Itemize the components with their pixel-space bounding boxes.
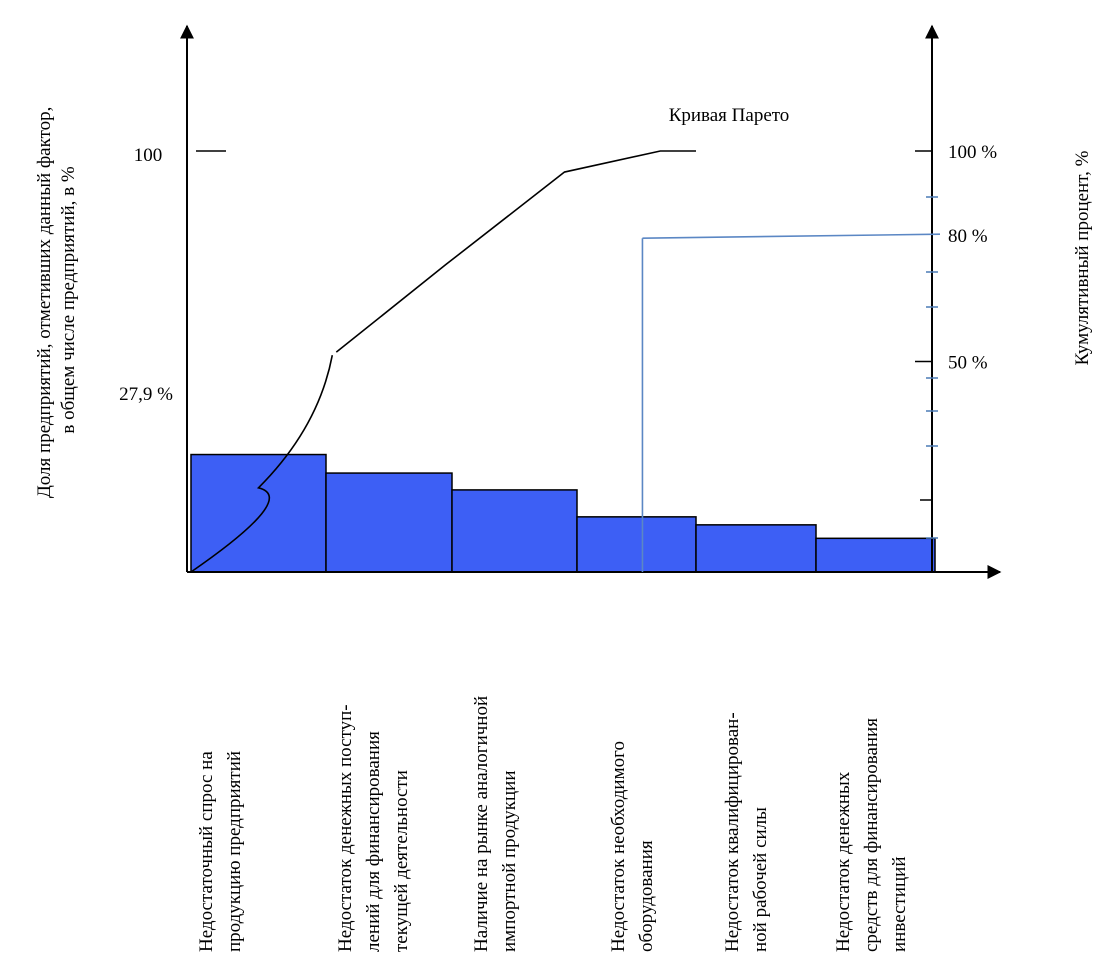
category-label-3-line-2: импортной продукции: [499, 770, 520, 952]
category-label-2: Недостаток денежных поступ-лений для фин…: [335, 704, 412, 952]
bar-5: [695, 524, 817, 573]
pareto-curve-label: Кривая Парето: [669, 105, 790, 126]
pareto-curve-lower: [190, 355, 334, 573]
left-axis-title-line-1: Доля предприятий, отметивших данный факт…: [34, 107, 55, 499]
category-label-4-line-2: оборудования: [636, 840, 657, 952]
category-label-1-line-1: Недостаточный спрос на: [196, 751, 217, 952]
left-tick-label-1: 100: [134, 145, 163, 166]
left-tick-label-2: 27,9 %: [119, 384, 173, 405]
category-labels-group: Недостаточный спрос на продукцию предприя…: [196, 696, 910, 952]
category-label-4: Недостаток необходимого оборудования: [608, 741, 657, 952]
threshold-horizontal-line: [642, 233, 941, 239]
category-label-5-line-1: Недостаток квалифицирован-: [722, 712, 743, 952]
category-label-2-line-2: лений для финансирования: [363, 731, 384, 952]
left-axis-title: Доля предприятий, отметивших данный факт…: [34, 102, 79, 498]
bar-3: [451, 489, 578, 573]
category-label-1-line-2: продукцию предприятий: [224, 751, 245, 952]
axis-ticks-group: [196, 150, 938, 539]
pareto-curve-upper: [335, 150, 696, 353]
left-axis-title-line-2: в общем числе предприятий, в %: [58, 166, 79, 433]
category-label-5-line-2: ной рабочей силы: [750, 807, 771, 952]
category-label-1: Недостаточный спрос на продукцию предприя…: [196, 751, 245, 952]
category-label-6-line-2: средств для финансирования: [861, 718, 882, 952]
bar-4: [576, 516, 697, 573]
category-label-3: Наличие на рынке аналогичной импортной пр…: [471, 696, 520, 952]
bar-2: [325, 472, 453, 573]
category-label-2-line-3: текущей деятельности: [391, 770, 412, 952]
category-label-6-line-1: Недостаток денежных: [833, 771, 854, 952]
right-tick-label-3: 50 %: [948, 353, 988, 374]
category-label-5: Недостаток квалифицирован-ной рабочей си…: [722, 712, 771, 952]
category-label-3-line-1: Наличие на рынке аналогичной: [471, 696, 492, 952]
threshold-guide: [641, 233, 941, 572]
tick-labels-group: 100 27,9 % 100 % 80 % 50 %: [119, 142, 997, 405]
bars-group: [190, 453, 936, 573]
category-label-6: Недостаток денежных средств для финансиро…: [833, 718, 910, 952]
category-label-2-line-1: Недостаток денежных поступ-: [335, 704, 356, 952]
category-label-4-line-1: Недостаток необходимого: [608, 741, 629, 952]
bar-6: [815, 537, 936, 573]
pareto-curve-group: [190, 150, 696, 573]
category-label-6-line-3: инвестиций: [889, 856, 910, 952]
bar-1: [190, 453, 327, 573]
right-tick-label-1: 100 %: [948, 142, 997, 163]
right-axis-title: Кумулятивный процент, %: [1072, 150, 1093, 365]
right-tick-label-2: 80 %: [948, 226, 988, 247]
